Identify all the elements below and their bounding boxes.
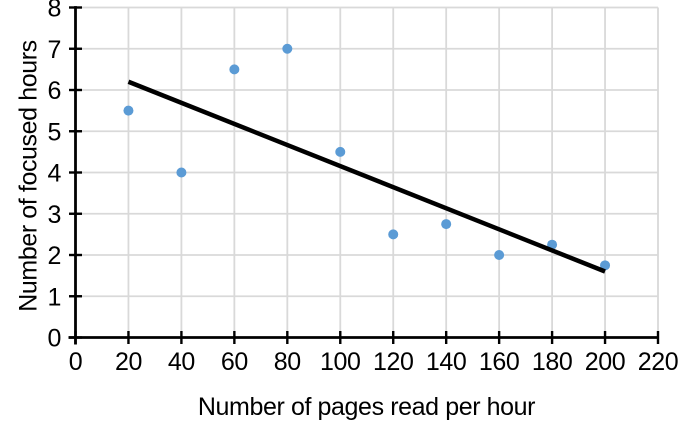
- data-point: [600, 260, 611, 271]
- x-tick-label: 200: [585, 348, 626, 376]
- x-tick-label: 80: [274, 348, 301, 376]
- y-axis-title: Number of focused hours: [14, 40, 43, 312]
- x-tick-label: 120: [373, 348, 414, 376]
- data-point: [282, 43, 293, 54]
- y-tick-label: 0: [47, 325, 61, 353]
- data-point: [388, 229, 399, 240]
- data-point: [494, 250, 505, 260]
- x-axis-title: Number of pages read per hour: [197, 393, 536, 421]
- data-point: [229, 64, 240, 75]
- x-tick-label: 40: [168, 348, 195, 376]
- data-point: [123, 105, 134, 116]
- y-tick-label: 5: [47, 118, 61, 146]
- data-point: [176, 167, 187, 178]
- data-point: [441, 219, 452, 230]
- x-tick-label: 160: [479, 348, 520, 376]
- y-tick-label: 6: [47, 77, 61, 105]
- x-tick-label: 60: [221, 348, 248, 376]
- x-tick-label: 0: [69, 348, 83, 376]
- y-tick-label: 2: [47, 242, 61, 270]
- x-tick-label: 220: [638, 348, 679, 376]
- y-tick-label: 1: [47, 283, 61, 311]
- data-point: [335, 146, 346, 157]
- x-tick-label: 20: [115, 348, 142, 376]
- y-tick-label: 4: [47, 160, 61, 188]
- trendline: [127, 79, 606, 274]
- y-tick-label: 3: [47, 201, 61, 229]
- y-tick-label: 7: [47, 36, 61, 64]
- x-tick-label: 180: [532, 348, 573, 376]
- x-tick-label: 100: [320, 348, 361, 376]
- x-tick-label: 140: [426, 348, 467, 376]
- y-tick-label: 8: [47, 0, 61, 23]
